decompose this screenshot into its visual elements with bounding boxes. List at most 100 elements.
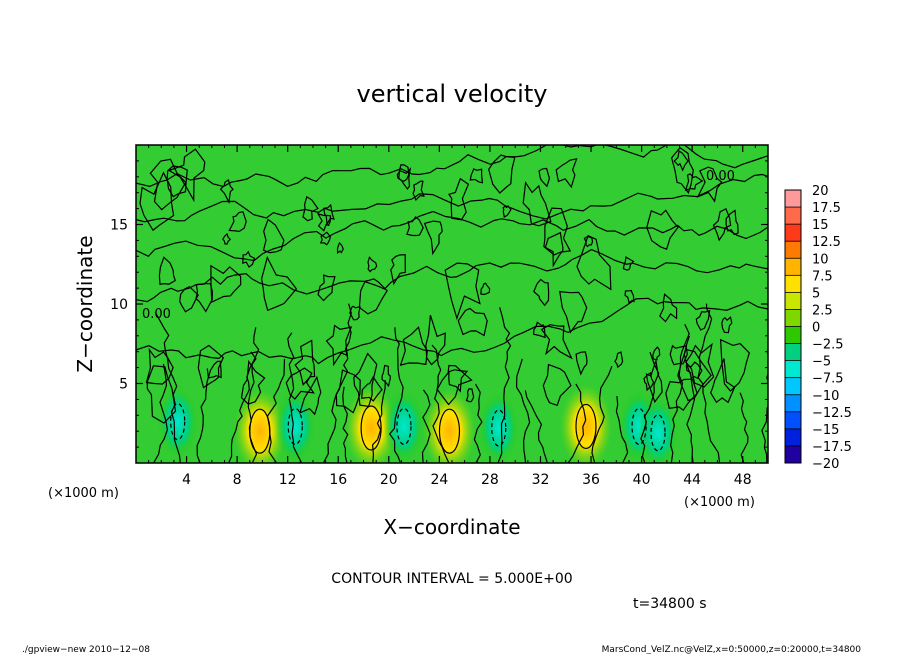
downdraft-cell (638, 396, 679, 463)
downdraft-cell (275, 390, 316, 463)
zero-contour (683, 335, 696, 463)
colorbar-segment (785, 377, 801, 396)
zero-contour (665, 378, 698, 412)
y-tick-label: 15 (110, 218, 128, 234)
downdraft-cell (478, 392, 519, 463)
zero-contour (317, 274, 336, 302)
zero-contour (197, 344, 225, 389)
colorbar-label: 17.5 (812, 201, 841, 216)
contour-label: 0.00 (706, 169, 735, 184)
zero-contour (285, 367, 315, 400)
zero-contour (685, 361, 703, 380)
downdraft-contour (491, 409, 507, 447)
zero-contour (448, 177, 470, 221)
colorbar-label: −12.5 (812, 406, 852, 421)
x-tick-label: 8 (233, 472, 242, 488)
zero-contour (325, 324, 353, 367)
zero-contour (591, 365, 613, 463)
zero-contour (480, 282, 491, 296)
colorbar-label: −7.5 (812, 372, 844, 387)
zero-contour (240, 359, 266, 405)
x-tick-label: 36 (582, 472, 600, 488)
zero-contour (342, 386, 349, 463)
colorbar-label: −10 (812, 389, 839, 404)
updraft-contour (360, 405, 382, 451)
x-tick-label: 24 (430, 472, 448, 488)
colorbar-label: 20 (812, 184, 829, 199)
zero-contour (302, 195, 319, 222)
zero-contour (353, 352, 378, 408)
zero-contour (444, 262, 481, 321)
zero-contour (222, 232, 232, 245)
zero-contour (423, 220, 443, 256)
time-stamp: t=34800 s (633, 596, 707, 612)
colorbar-segment (785, 241, 801, 259)
zero-contour (396, 164, 410, 182)
y-tick-label: 10 (110, 297, 128, 313)
zero-contour (136, 297, 768, 365)
zero-contour (497, 307, 512, 463)
x-tick-label: 20 (380, 472, 398, 488)
zero-contour (669, 344, 688, 366)
zero-contour (436, 364, 473, 406)
colorbar-segment (785, 292, 801, 310)
zero-contour (622, 256, 635, 271)
colorbar-label: 15 (812, 218, 829, 233)
zero-contour (721, 316, 733, 334)
contour-interval: CONTOUR INTERVAL = 5.000E+00 (331, 571, 572, 587)
zero-contour (358, 278, 388, 315)
downdraft-contour (631, 407, 647, 446)
colorbar-label: 7.5 (812, 269, 833, 284)
zero-contour (473, 383, 483, 463)
colorbar-label: 2.5 (812, 303, 833, 318)
zero-contour (262, 218, 285, 254)
colorbar-segment (785, 275, 801, 293)
x-tick-label: 28 (481, 472, 499, 488)
zero-contour (167, 148, 206, 203)
plot-area (136, 145, 768, 463)
zero-contour (219, 178, 234, 205)
zero-contour (685, 342, 715, 388)
zero-contour (412, 180, 425, 201)
colorbar-segment (785, 207, 801, 225)
x-tick-label: 16 (329, 472, 347, 488)
footer-left: ./gpview−new 2010−12−08 (22, 645, 150, 654)
colorbar-segment (785, 394, 801, 413)
downdraft-cell (383, 390, 424, 463)
zero-contour (659, 293, 678, 323)
colorbar-label: −17.5 (812, 440, 852, 455)
zero-contour (710, 358, 736, 404)
zero-contour (139, 171, 175, 232)
zero-contour (179, 285, 199, 313)
zero-contour (381, 364, 391, 388)
zero-contour (559, 290, 588, 334)
zero-contour (319, 231, 332, 246)
zero-contour (712, 207, 732, 242)
x-unit-right: (×1000 m) (684, 495, 755, 510)
colorbar-label: 0 (812, 321, 820, 336)
zero-contour (294, 339, 316, 386)
zero-contour (540, 324, 573, 360)
zero-contour (469, 168, 484, 184)
zero-contour (287, 332, 303, 463)
zero-contour (684, 173, 704, 191)
colorbar: 20 17.5 15 12.5 10 7.5 5 2.5 0 −2.5 −5 −7.5 −10 −12.5… (784, 184, 852, 472)
zero-contour (576, 234, 612, 291)
zero-contour (567, 383, 587, 463)
zero-contour (575, 351, 588, 376)
zero-contour (532, 321, 546, 339)
colorbar-segment (785, 411, 801, 430)
zero-contour (323, 203, 335, 227)
zero-contour (670, 146, 694, 194)
colorbar-label: 12.5 (812, 235, 841, 250)
colorbar-label: −5 (812, 355, 831, 370)
zero-contour (166, 165, 188, 198)
zero-contour (615, 395, 629, 463)
colorbar-segment (785, 360, 801, 378)
x-tick-label: 12 (279, 472, 297, 488)
colorbar-segment (785, 343, 801, 361)
colorbar-label: −2.5 (812, 338, 844, 353)
zero-contour (136, 248, 768, 303)
zero-contour (388, 327, 404, 463)
